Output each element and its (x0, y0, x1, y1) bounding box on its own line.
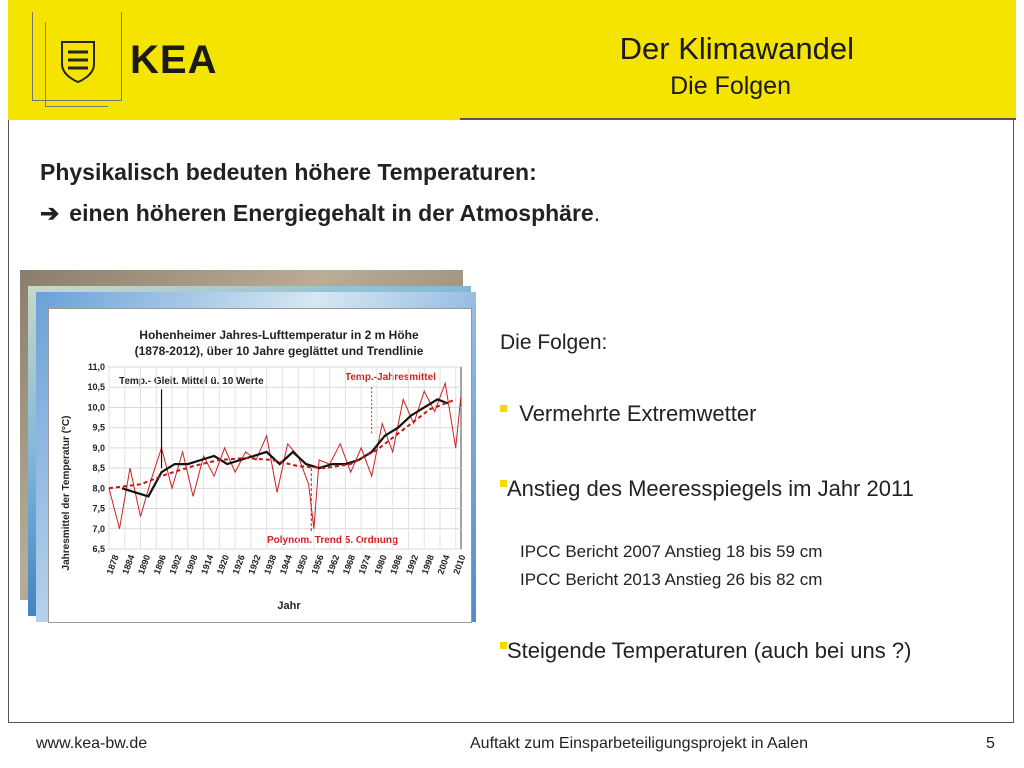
x-tick-label: 1950 (294, 553, 310, 575)
y-axis-label: Jahresmittel der Temperatur (°C) (61, 416, 72, 571)
arrow-right-icon: ➔ (40, 200, 60, 226)
slide-subtitle: Die Folgen (670, 72, 791, 100)
x-tick-label: 2004 (435, 553, 451, 575)
x-tick-label: 1908 (183, 553, 199, 575)
heading-line-2: ➔ einen höheren Energiegehalt in der Atmo… (40, 200, 600, 227)
header-bar (8, 0, 1016, 120)
consequences-title: Die Folgen: (500, 331, 608, 354)
logo-text: KEA (130, 38, 218, 82)
chart-title: Hohenheimer Jahres-Lufttemperatur in 2 m… (139, 328, 419, 342)
x-tick-label: 1920 (215, 553, 231, 575)
x-tick-label: 2010 (451, 553, 467, 575)
bullet-text: Anstieg des Meeresspiegels im Jahr 2011 (507, 476, 914, 501)
x-tick-label: 1944 (278, 553, 294, 575)
sub-item-ipcc-2007: IPCC Bericht 2007 Anstieg 18 bis 59 cm (520, 542, 823, 561)
bullet-item-rising-temperatures: Steigende Temperaturen (auch bei uns ?) (500, 636, 930, 666)
logo-frame (32, 12, 122, 107)
slide-title: Der Klimawandel (619, 31, 854, 66)
x-tick-label: 1884 (120, 553, 136, 575)
bullet-square-icon (500, 642, 507, 649)
heading-line-1: Physikalisch bedeuten höhere Temperature… (40, 159, 537, 185)
x-tick-label: 1980 (372, 553, 388, 575)
bullet-square-icon (500, 480, 507, 487)
y-tick-label: 7,0 (92, 524, 105, 534)
series-moving-average (121, 398, 449, 498)
annotation-annual-mean: Temp.-Jahresmittel (345, 372, 436, 383)
bullet-item-sea-level: Anstieg des Meeresspiegels im Jahr 2011 (500, 474, 940, 504)
header-divider (460, 118, 1016, 120)
series-trend-polynomial (108, 398, 457, 490)
y-tick-label: 10,5 (87, 382, 105, 392)
temperature-chart-svg: Hohenheimer Jahres-Lufttemperatur in 2 m… (61, 328, 467, 612)
annotation-trend: Polynom. Trend 5. Ordnung (267, 535, 398, 546)
heading-line-2-text: einen höheren Energiegehalt in der Atmos… (69, 200, 594, 226)
x-tick-label: 1962 (325, 553, 341, 575)
x-tick-label: 1926 (231, 553, 247, 575)
sub-item-ipcc-2013: IPCC Bericht 2013 Anstieg 26 bis 82 cm (520, 570, 823, 589)
y-tick-label: 8,0 (92, 483, 105, 493)
bullet-item-extreme-weather: Vermehrte Extremwetter (500, 399, 756, 429)
x-tick-label: 1878 (104, 553, 120, 575)
y-tick-label: 9,5 (92, 423, 105, 433)
y-tick-label: 9,0 (92, 443, 105, 453)
x-tick-label: 1890 (136, 553, 152, 575)
x-tick-label: 1896 (152, 553, 168, 575)
footer-website: www.kea-bw.de (36, 735, 148, 752)
bullet-text: Steigende Temperaturen (auch bei uns ?) (507, 638, 912, 663)
content-frame (8, 120, 1014, 723)
heading-line-2-end: . (593, 200, 601, 226)
bullet-square-icon (500, 405, 507, 412)
x-tick-label: 1998 (420, 553, 436, 575)
footer-event: Auftakt zum Einsparbeteiligungsprojekt i… (470, 735, 808, 752)
x-tick-label: 1974 (357, 553, 373, 575)
x-tick-label: 1968 (341, 553, 357, 575)
annotation-moving-average: Temp.- Gleit. Mittel ü. 10 Werte (119, 376, 264, 387)
footer-page-number: 5 (986, 735, 995, 752)
x-tick-label: 1986 (388, 553, 404, 575)
bullet-text: Vermehrte Extremwetter (519, 401, 757, 426)
x-tick-label: 1938 (262, 553, 278, 575)
x-tick-label: 1992 (404, 553, 420, 575)
y-tick-label: 6,5 (92, 544, 105, 554)
chart-subtitle: (1878-2012), über 10 Jahre geglättet und… (135, 344, 424, 358)
y-tick-label: 11,0 (88, 362, 105, 372)
y-tick-label: 10,0 (87, 402, 105, 412)
crest-icon (61, 41, 95, 84)
x-tick-label: 1956 (309, 553, 325, 575)
series-annual-mean (108, 381, 462, 529)
x-tick-label: 1932 (246, 553, 262, 575)
y-tick-label: 8,5 (92, 463, 105, 473)
y-tick-label: 7,5 (92, 504, 105, 514)
x-tick-label: 1914 (199, 553, 215, 575)
temperature-chart: Hohenheimer Jahres-Lufttemperatur in 2 m… (48, 308, 472, 623)
x-axis-label: Jahr (277, 600, 301, 612)
x-tick-label: 1902 (168, 553, 184, 575)
